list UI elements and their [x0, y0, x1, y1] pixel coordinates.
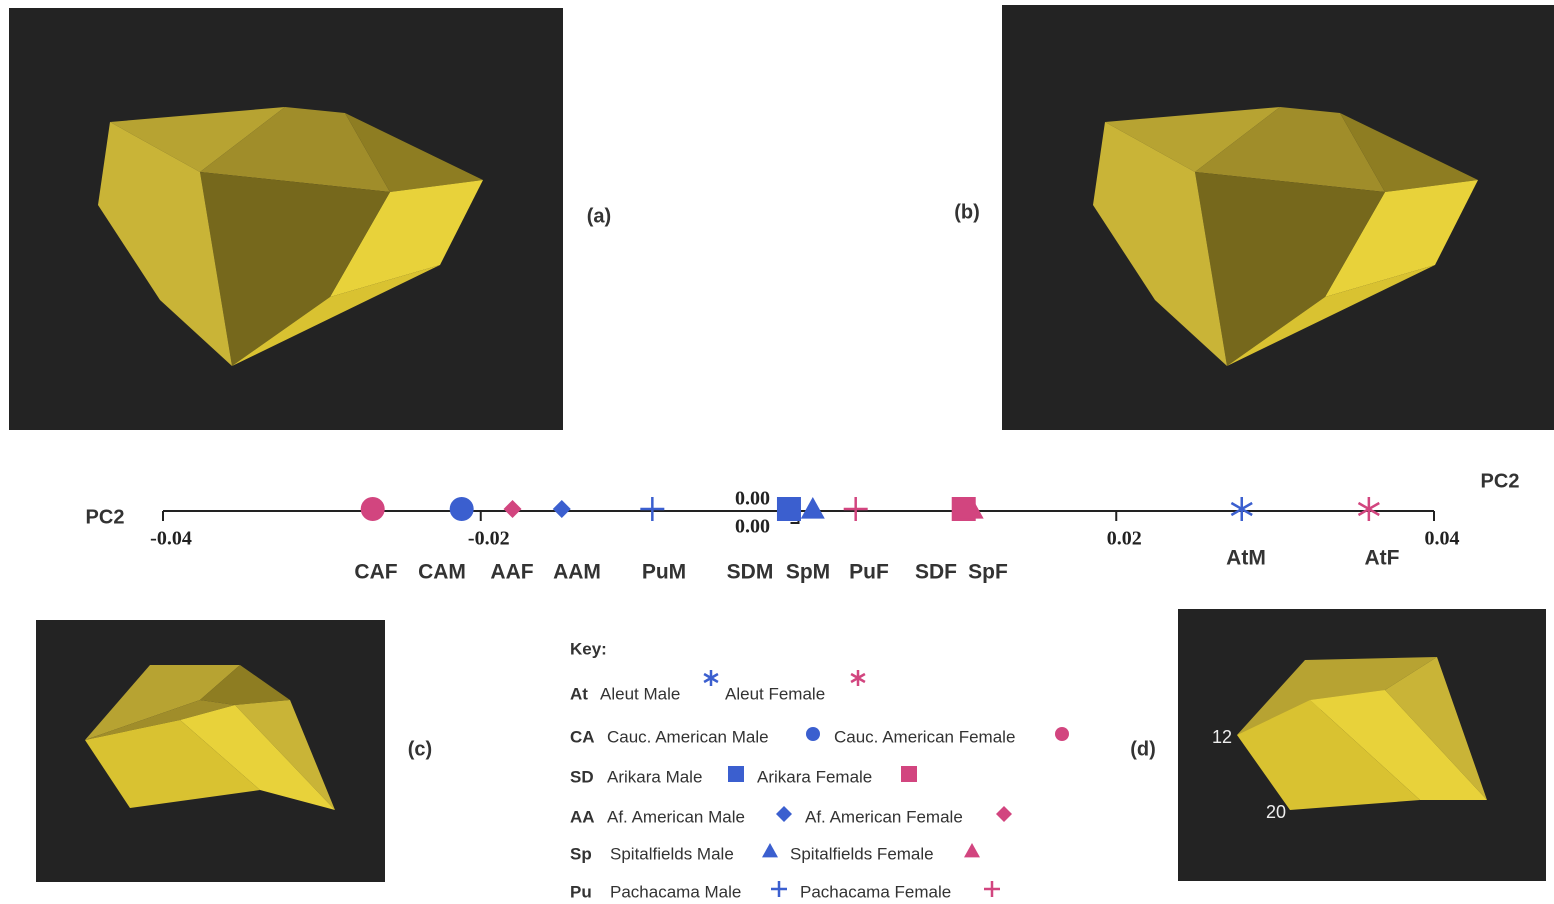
- marker: [552, 500, 571, 518]
- marker: [843, 497, 868, 521]
- x-tick-label: 0.02: [1107, 528, 1142, 550]
- marker: [503, 500, 522, 518]
- key-code: AA: [570, 807, 595, 826]
- key-label: Cauc. American Male: [607, 727, 769, 746]
- panel-label: (d): [1130, 738, 1156, 760]
- x-tick-label: 0.04: [1425, 528, 1460, 550]
- category-label: PuM: [642, 561, 686, 584]
- key-label: Arikara Male: [607, 767, 702, 786]
- key-marker: [1055, 727, 1069, 741]
- key-label: Arikara Female: [757, 767, 872, 786]
- key-marker: [984, 881, 1000, 897]
- key-label: Aleut Female: [725, 684, 825, 703]
- key-code: SD: [570, 767, 594, 786]
- category-label: AAM: [553, 561, 601, 584]
- x-tick-label: -0.04: [150, 528, 192, 550]
- key-label: Cauc. American Female: [834, 727, 1015, 746]
- marker: [640, 497, 665, 521]
- key-title: Key:: [570, 639, 607, 658]
- marker: [959, 497, 984, 519]
- marker: [1357, 497, 1380, 521]
- key-label: Af. American Female: [805, 807, 963, 826]
- panel-label: (b): [954, 201, 980, 223]
- marker: [800, 497, 825, 519]
- key-marker: [996, 806, 1012, 822]
- key-marker: [964, 843, 980, 858]
- x-tick-label: 0.00: [735, 488, 770, 510]
- key-marker: [771, 881, 787, 897]
- key-code: CA: [570, 727, 595, 746]
- key-label: Spitalfields Female: [790, 844, 934, 863]
- category-label: AtM: [1226, 547, 1266, 570]
- category-label: AtF: [1365, 547, 1400, 570]
- key-label: Pachacama Female: [800, 882, 951, 901]
- x-tick-label: -0.02: [468, 528, 510, 550]
- render-d: [1178, 609, 1546, 881]
- axis-label: PC2: [86, 506, 125, 528]
- category-label: SpM: [786, 561, 830, 584]
- landmark-number: 12: [1212, 727, 1232, 747]
- key-code: At: [570, 684, 588, 703]
- category-label: PuF: [849, 561, 889, 584]
- key-marker: [703, 670, 719, 686]
- key-label: Aleut Male: [600, 684, 680, 703]
- render-b: [1002, 5, 1554, 430]
- key-marker: [901, 766, 917, 782]
- key-marker: [762, 843, 778, 858]
- key-label: Pachacama Male: [610, 882, 741, 901]
- marker: [776, 497, 801, 521]
- render-a: [9, 8, 563, 430]
- category-label: CAM: [418, 561, 466, 584]
- panel-label: (a): [587, 205, 611, 227]
- landmark-number: 20: [1266, 802, 1286, 822]
- key-label: Spitalfields Male: [610, 844, 734, 863]
- x-tick-label: 0.00: [735, 516, 770, 538]
- marker: [1230, 497, 1253, 521]
- key-marker: [728, 766, 744, 782]
- category-label: SpF: [968, 561, 1008, 584]
- render-c: [36, 620, 385, 882]
- category-label: SDM: [727, 561, 774, 584]
- axis-label: PC2: [1481, 470, 1520, 492]
- marker: [360, 497, 385, 521]
- key-label: Af. American Male: [607, 807, 745, 826]
- category-label: CAF: [354, 561, 397, 584]
- marker: [449, 497, 474, 521]
- panel-label: (c): [408, 738, 432, 760]
- key-marker: [850, 670, 866, 686]
- key-marker: [776, 806, 792, 822]
- key-code: Sp: [570, 844, 592, 863]
- key-code: Pu: [570, 882, 592, 901]
- key-marker: [806, 727, 820, 741]
- category-label: SDF: [915, 561, 957, 584]
- category-label: AAF: [490, 561, 533, 584]
